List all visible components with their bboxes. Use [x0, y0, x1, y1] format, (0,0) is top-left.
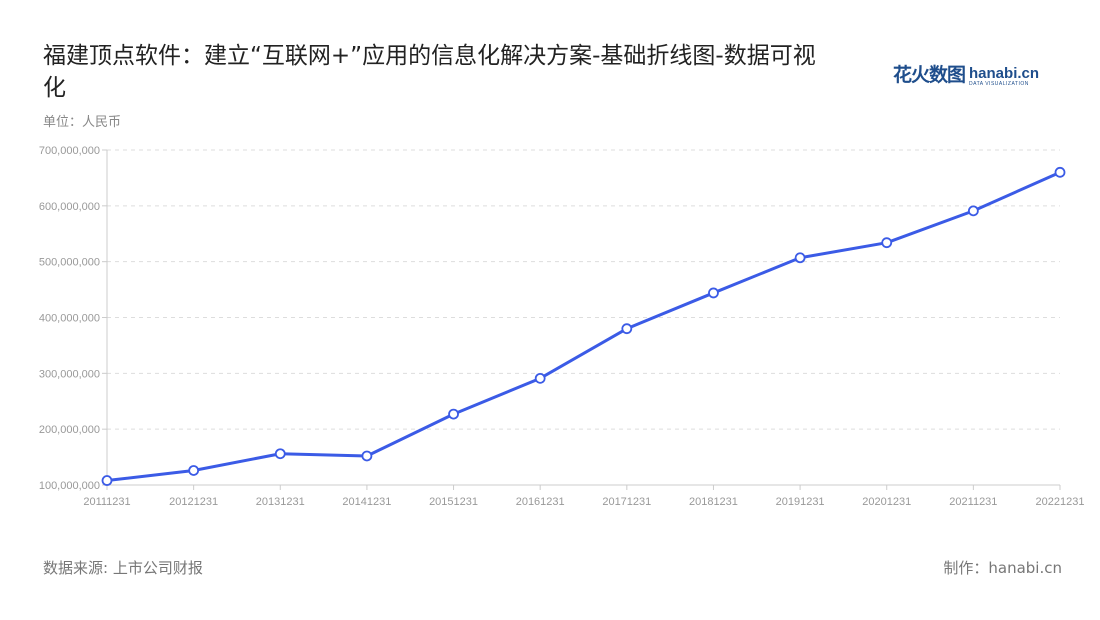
data-point: [188, 465, 200, 476]
y-tick-label: 200,000,000: [39, 424, 100, 436]
y-tick-label: 500,000,000: [39, 257, 100, 269]
y-tick-label: 700,000,000: [39, 145, 100, 157]
y-tick-label: 400,000,000: [39, 313, 100, 325]
data-point: [1054, 166, 1066, 178]
data-point: [101, 475, 113, 486]
x-tick-label: 20171231: [602, 496, 651, 508]
chart-title: 福建顶点软件：建立“互联网+”应用的信息化解决方案-基础折线图-数据可视化: [43, 43, 816, 101]
x-tick-label: 20121231: [169, 496, 218, 508]
data-source: 数据来源: 上市公司财报: [43, 559, 203, 577]
x-tick-label: 20201231: [862, 496, 911, 508]
data-point: [794, 252, 806, 264]
y-tick-label: 600,000,000: [39, 201, 100, 213]
logo-en-text: hanabi.cn: [969, 65, 1040, 82]
series-line: [106, 170, 1061, 483]
y-tick-label: 300,000,000: [39, 368, 100, 380]
x-tick-label: 20131231: [256, 496, 305, 508]
data-point: [361, 450, 373, 462]
data-point: [534, 372, 546, 384]
data-point: [448, 408, 459, 420]
credit: 制作：hanabi.cn: [943, 559, 1062, 577]
data-point: [967, 205, 979, 217]
y-axis-label: 单位：人民币: [43, 115, 122, 130]
hanabi-logo: 花火数图 hanabi.cn DATA VISUALIZATION: [893, 60, 1039, 87]
y-tick-label: 100,000,000: [39, 480, 100, 492]
data-point: [621, 323, 633, 335]
logo-en: hanabi.cn DATA VISUALIZATION: [969, 66, 1039, 87]
x-tick-label: 20141231: [342, 496, 391, 508]
x-tick-label: 20181231: [689, 496, 738, 508]
x-tick-label: 20221231: [1036, 496, 1085, 508]
data-point: [274, 448, 286, 460]
logo-tagline: DATA VISUALIZATION: [969, 81, 1029, 87]
logo-cn: 花火数图: [893, 64, 966, 86]
x-tick-label: 20191231: [776, 496, 825, 508]
x-tick-label: 20111231: [83, 496, 130, 508]
x-tick-label: 20211231: [949, 496, 997, 508]
x-tick-label: 20151231: [429, 496, 478, 508]
data-point: [708, 287, 719, 299]
data-point: [881, 237, 893, 249]
x-tick-label: 20161231: [516, 496, 565, 508]
